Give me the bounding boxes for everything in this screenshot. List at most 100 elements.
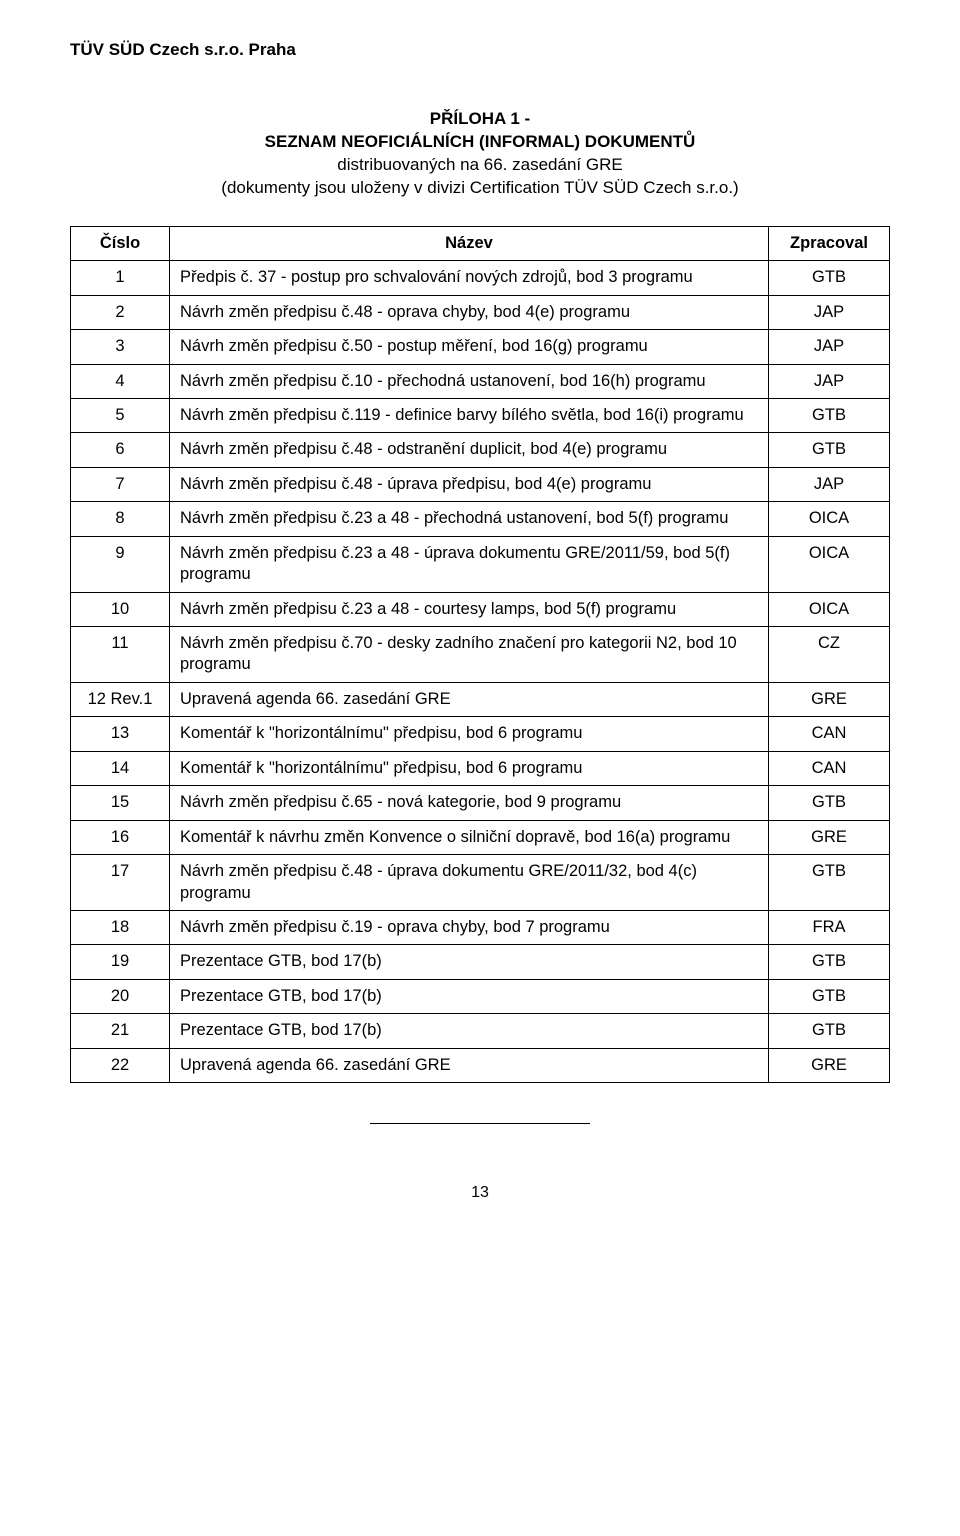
cell-num: 18	[71, 910, 170, 944]
cell-name: Komentář k "horizontálnímu" předpisu, bo…	[170, 717, 769, 751]
table-row: 10Návrh změn předpisu č.23 a 48 - courte…	[71, 592, 890, 626]
cell-num: 13	[71, 717, 170, 751]
cell-num: 3	[71, 330, 170, 364]
cell-num: 2	[71, 295, 170, 329]
table-row: 12 Rev.1Upravená agenda 66. zasedání GRE…	[71, 682, 890, 716]
table-row: 19Prezentace GTB, bod 17(b)GTB	[71, 945, 890, 979]
table-header-row: Číslo Název Zpracoval	[71, 226, 890, 260]
cell-num: 5	[71, 398, 170, 432]
table-row: 9Návrh změn předpisu č.23 a 48 - úprava …	[71, 536, 890, 592]
cell-name: Návrh změn předpisu č.23 a 48 - úprava d…	[170, 536, 769, 592]
cell-num: 16	[71, 820, 170, 854]
cell-num: 14	[71, 751, 170, 785]
table-row: 4Návrh změn předpisu č.10 - přechodná us…	[71, 364, 890, 398]
cell-name: Prezentace GTB, bod 17(b)	[170, 1014, 769, 1048]
cell-num: 8	[71, 502, 170, 536]
cell-proc: JAP	[769, 330, 890, 364]
table-row: 20Prezentace GTB, bod 17(b)GTB	[71, 979, 890, 1013]
table-row: 22Upravená agenda 66. zasedání GREGRE	[71, 1048, 890, 1082]
cell-proc: GTB	[769, 398, 890, 432]
org-title: TÜV SÜD Czech s.r.o. Praha	[70, 40, 890, 60]
separator-line	[370, 1123, 590, 1124]
cell-name: Návrh změn předpisu č.65 - nová kategori…	[170, 786, 769, 820]
cell-proc: GRE	[769, 1048, 890, 1082]
cell-name: Komentář k "horizontálnímu" předpisu, bo…	[170, 751, 769, 785]
cell-num: 9	[71, 536, 170, 592]
cell-proc: CAN	[769, 717, 890, 751]
table-row: 2Návrh změn předpisu č.48 - oprava chyby…	[71, 295, 890, 329]
doc-subtitle-line2: (dokumenty jsou uloženy v divizi Certifi…	[221, 178, 738, 197]
cell-num: 1	[71, 261, 170, 295]
cell-name: Předpis č. 37 - postup pro schvalování n…	[170, 261, 769, 295]
cell-num: 4	[71, 364, 170, 398]
table-row: 21Prezentace GTB, bod 17(b)GTB	[71, 1014, 890, 1048]
documents-table: Číslo Název Zpracoval 1Předpis č. 37 - p…	[70, 226, 890, 1083]
cell-name: Návrh změn předpisu č.23 a 48 - courtesy…	[170, 592, 769, 626]
cell-name: Návrh změn předpisu č.48 - úprava dokume…	[170, 855, 769, 911]
cell-proc: GTB	[769, 1014, 890, 1048]
cell-proc: GTB	[769, 979, 890, 1013]
cell-num: 6	[71, 433, 170, 467]
cell-name: Upravená agenda 66. zasedání GRE	[170, 682, 769, 716]
doc-title: PŘÍLOHA 1 - SEZNAM NEOFICIÁLNÍCH (INFORM…	[70, 108, 890, 154]
cell-name: Upravená agenda 66. zasedání GRE	[170, 1048, 769, 1082]
cell-proc: OICA	[769, 536, 890, 592]
cell-proc: OICA	[769, 592, 890, 626]
table-row: 15Návrh změn předpisu č.65 - nová katego…	[71, 786, 890, 820]
cell-name: Návrh změn předpisu č.119 - definice bar…	[170, 398, 769, 432]
cell-proc: GRE	[769, 820, 890, 854]
cell-name: Návrh změn předpisu č.48 - oprava chyby,…	[170, 295, 769, 329]
cell-num: 22	[71, 1048, 170, 1082]
cell-proc: JAP	[769, 364, 890, 398]
cell-name: Návrh změn předpisu č.48 - úprava předpi…	[170, 467, 769, 501]
cell-name: Návrh změn předpisu č.50 - postup měření…	[170, 330, 769, 364]
table-row: 17Návrh změn předpisu č.48 - úprava doku…	[71, 855, 890, 911]
cell-num: 10	[71, 592, 170, 626]
table-row: 13Komentář k "horizontálnímu" předpisu, …	[71, 717, 890, 751]
cell-name: Návrh změn předpisu č.23 a 48 - přechodn…	[170, 502, 769, 536]
header-proc: Zpracoval	[769, 226, 890, 260]
cell-name: Prezentace GTB, bod 17(b)	[170, 979, 769, 1013]
table-row: 3Návrh změn předpisu č.50 - postup měřen…	[71, 330, 890, 364]
cell-name: Prezentace GTB, bod 17(b)	[170, 945, 769, 979]
cell-num: 15	[71, 786, 170, 820]
cell-proc: GRE	[769, 682, 890, 716]
cell-proc: GTB	[769, 945, 890, 979]
table-row: 16Komentář k návrhu změn Konvence o siln…	[71, 820, 890, 854]
table-row: 7Návrh změn předpisu č.48 - úprava předp…	[71, 467, 890, 501]
cell-proc: GTB	[769, 433, 890, 467]
cell-name: Komentář k návrhu změn Konvence o silnič…	[170, 820, 769, 854]
table-row: 8Návrh změn předpisu č.23 a 48 - přechod…	[71, 502, 890, 536]
cell-name: Návrh změn předpisu č.10 - přechodná ust…	[170, 364, 769, 398]
header-name: Název	[170, 226, 769, 260]
page-number: 13	[70, 1184, 890, 1202]
cell-proc: JAP	[769, 467, 890, 501]
cell-num: 12 Rev.1	[71, 682, 170, 716]
table-row: 5Návrh změn předpisu č.119 - definice ba…	[71, 398, 890, 432]
cell-proc: CAN	[769, 751, 890, 785]
cell-name: Návrh změn předpisu č.70 - desky zadního…	[170, 627, 769, 683]
doc-title-line2: SEZNAM NEOFICIÁLNÍCH (INFORMAL) DOKUMENT…	[265, 132, 696, 151]
cell-proc: OICA	[769, 502, 890, 536]
cell-num: 21	[71, 1014, 170, 1048]
table-row: 6Návrh změn předpisu č.48 - odstranění d…	[71, 433, 890, 467]
table-row: 14Komentář k "horizontálnímu" předpisu, …	[71, 751, 890, 785]
cell-proc: GTB	[769, 855, 890, 911]
cell-num: 11	[71, 627, 170, 683]
cell-num: 7	[71, 467, 170, 501]
doc-subtitle: distribuovaných na 66. zasedání GRE (dok…	[70, 154, 890, 200]
cell-num: 20	[71, 979, 170, 1013]
table-row: 11Návrh změn předpisu č.70 - desky zadní…	[71, 627, 890, 683]
cell-proc: CZ	[769, 627, 890, 683]
cell-name: Návrh změn předpisu č.19 - oprava chyby,…	[170, 910, 769, 944]
cell-proc: GTB	[769, 261, 890, 295]
cell-proc: FRA	[769, 910, 890, 944]
cell-proc: GTB	[769, 786, 890, 820]
doc-subtitle-line1: distribuovaných na 66. zasedání GRE	[337, 155, 622, 174]
header-num: Číslo	[71, 226, 170, 260]
doc-title-line1: PŘÍLOHA 1 -	[430, 109, 530, 128]
cell-name: Návrh změn předpisu č.48 - odstranění du…	[170, 433, 769, 467]
table-row: 1Předpis č. 37 - postup pro schvalování …	[71, 261, 890, 295]
cell-num: 19	[71, 945, 170, 979]
table-row: 18Návrh změn předpisu č.19 - oprava chyb…	[71, 910, 890, 944]
